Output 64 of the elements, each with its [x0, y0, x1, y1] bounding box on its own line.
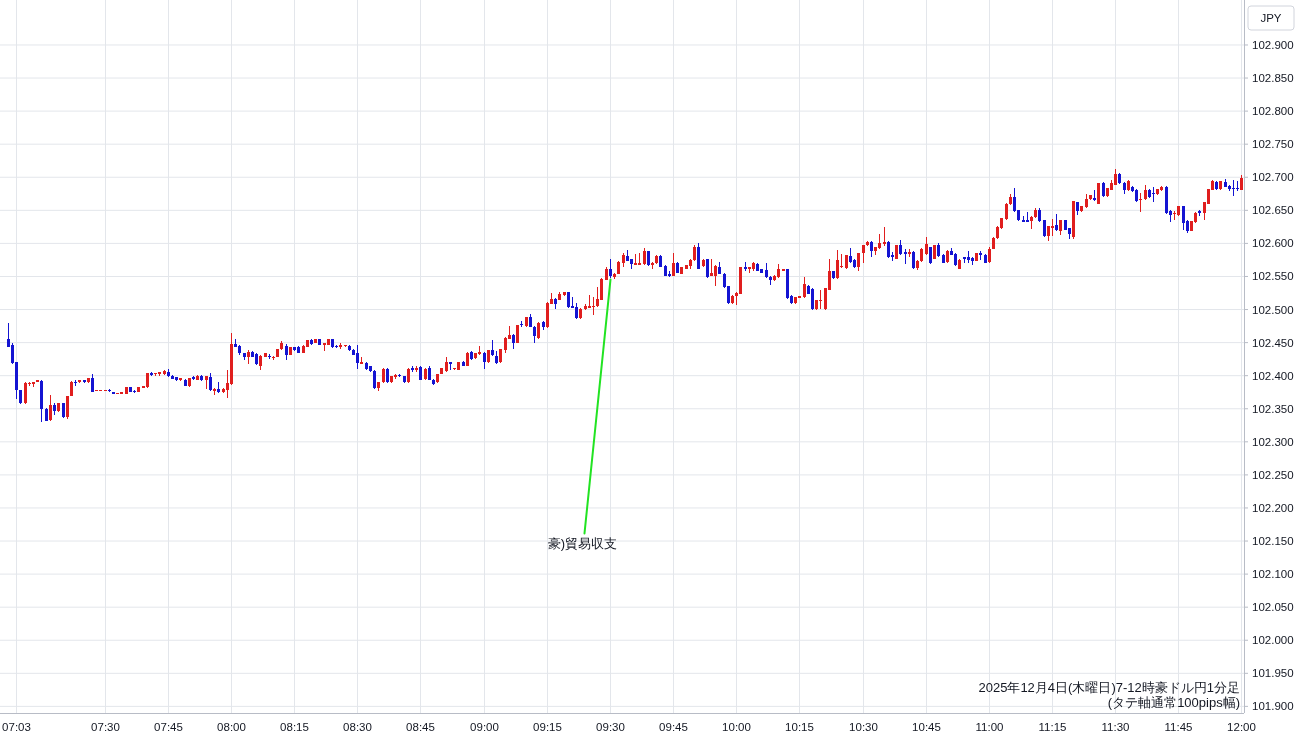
candlestick — [1022, 215, 1025, 223]
x-tick-label: 11:00 — [975, 721, 1004, 733]
candlestick — [819, 290, 822, 309]
x-tick-label: 07:03 — [2, 721, 31, 733]
y-tick-label: 102.400 — [1252, 369, 1294, 382]
x-tick-label: 09:45 — [659, 721, 688, 733]
y-tick-label: 102.100 — [1252, 568, 1294, 581]
candlestick — [339, 343, 342, 349]
candlestick — [1051, 218, 1054, 237]
y-tick-label: 102.000 — [1252, 634, 1294, 647]
x-tick-label: 08:15 — [280, 721, 309, 733]
candlestick — [967, 251, 970, 264]
y-axis-title: JPY — [1260, 12, 1282, 24]
y-tick-label: 102.600 — [1252, 237, 1294, 250]
y-tick-label: 102.250 — [1252, 468, 1294, 481]
candlestick — [592, 296, 595, 316]
x-tick-label: 12:00 — [1227, 721, 1256, 733]
y-tick-label: 101.950 — [1252, 667, 1294, 680]
candlestick — [323, 342, 326, 351]
candlestick — [360, 357, 363, 365]
candlestick — [904, 248, 907, 264]
x-tick-label: 09:30 — [596, 721, 625, 733]
candlestick — [1026, 211, 1029, 223]
y-tick-label: 102.300 — [1252, 435, 1294, 448]
x-tick-label: 10:15 — [785, 721, 814, 733]
candlestick — [638, 252, 641, 266]
candlestick — [1232, 179, 1235, 197]
y-tick-label: 102.450 — [1252, 336, 1294, 349]
candlestick — [120, 392, 123, 395]
y-tick-label: 102.150 — [1252, 535, 1294, 548]
x-tick-label: 07:45 — [154, 721, 183, 733]
y-tick-label: 102.200 — [1252, 501, 1294, 514]
y-tick-label: 102.850 — [1252, 72, 1294, 85]
x-tick-label: 08:30 — [343, 721, 372, 733]
y-tick-label: 102.500 — [1252, 303, 1294, 316]
y-tick-label: 102.650 — [1252, 204, 1294, 217]
y-tick-label: 102.900 — [1252, 38, 1294, 51]
y-tick-label: 102.700 — [1252, 171, 1294, 184]
annotation: (タテ軸通常100pips幅) — [1107, 695, 1240, 710]
candlestick — [1139, 193, 1142, 213]
candlestick — [1173, 210, 1176, 220]
candlestick — [979, 250, 982, 260]
y-tick-label: 102.550 — [1252, 270, 1294, 283]
annotation: 2025年12月4日(木曜日)7-12時豪ドル円1分足 — [978, 680, 1240, 695]
candlestick — [36, 380, 39, 383]
annotation: 豪)貿易収支 — [547, 536, 618, 552]
y-tick-label: 101.900 — [1252, 700, 1294, 713]
y-tick-label: 102.750 — [1252, 138, 1294, 151]
x-tick-label: 08:45 — [406, 721, 435, 733]
x-tick-label: 11:15 — [1038, 721, 1067, 733]
x-tick-label: 09:00 — [470, 721, 499, 733]
x-tick-label: 07:30 — [91, 721, 120, 733]
y-tick-label: 102.050 — [1252, 601, 1294, 614]
x-tick-label: 10:45 — [912, 721, 941, 733]
x-tick-label: 11:30 — [1101, 721, 1130, 733]
y-tick-label: 102.350 — [1252, 402, 1294, 415]
y-tick-label: 102.800 — [1252, 105, 1294, 118]
x-tick-label: 08:00 — [217, 721, 246, 733]
x-tick-label: 10:30 — [849, 721, 878, 733]
candlestick — [411, 366, 414, 372]
candlestick — [883, 226, 886, 247]
x-tick-label: 10:00 — [722, 721, 751, 733]
x-tick-label: 11:45 — [1164, 721, 1193, 733]
x-tick-label: 09:15 — [533, 721, 562, 733]
